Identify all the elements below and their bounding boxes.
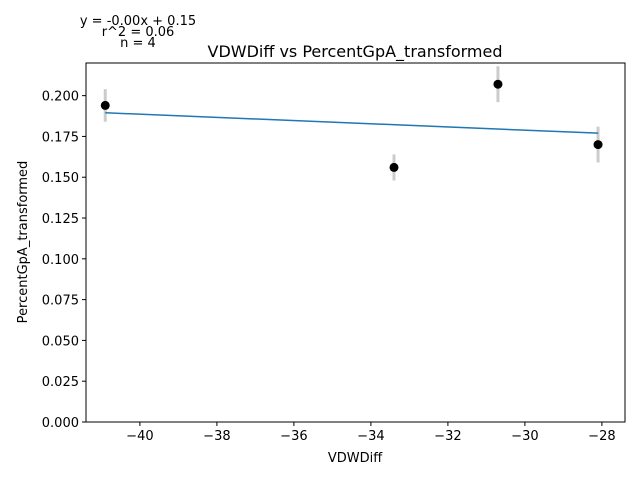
r-squared-annotation: r^2 = 0.06 — [102, 25, 175, 40]
y-tick-label: 0.125 — [42, 212, 79, 227]
y-tick-label: 0.050 — [42, 334, 79, 349]
fit-line-group — [105, 112, 599, 134]
x-tick-label: −28 — [588, 429, 615, 444]
data-point — [100, 100, 110, 110]
y-tick-label: 0.175 — [42, 130, 79, 145]
x-tick-label: −34 — [357, 429, 384, 444]
x-tick-label: −40 — [126, 429, 153, 444]
x-tick-label: −38 — [203, 429, 230, 444]
fit-line — [105, 112, 599, 134]
n-annotation: n = 4 — [120, 36, 156, 51]
equation-annotation: y = -0.00x + 0.15 — [80, 14, 196, 29]
y-tick-label: 0.025 — [42, 375, 79, 390]
data-point — [493, 79, 503, 89]
data-point — [593, 140, 603, 150]
chart-title: VDWDiff vs PercentGpA_transformed — [208, 42, 503, 62]
y-tick-label: 0.150 — [42, 171, 79, 186]
x-axis-ticks: −40 −38 −36 −34 −32 −30 −28 — [126, 422, 616, 444]
y-tick-label: 0.100 — [42, 253, 79, 268]
plot-frame — [85, 62, 626, 423]
x-axis-label: VDWDiff — [328, 451, 383, 466]
y-axis-ticks: 0.000 0.025 0.050 0.075 0.100 0.125 0.150 0.175… — [42, 90, 86, 431]
x-tick-label: −32 — [434, 429, 461, 444]
data-point — [389, 162, 399, 172]
y-tick-label: 0.200 — [42, 90, 79, 105]
y-tick-label: 0.075 — [42, 294, 79, 309]
data-points — [100, 79, 603, 172]
y-axis-label: PercentGpA_transformed — [16, 161, 31, 324]
x-tick-label: −30 — [511, 429, 538, 444]
x-tick-label: −36 — [280, 429, 307, 444]
y-tick-label: 0.000 — [42, 416, 79, 431]
